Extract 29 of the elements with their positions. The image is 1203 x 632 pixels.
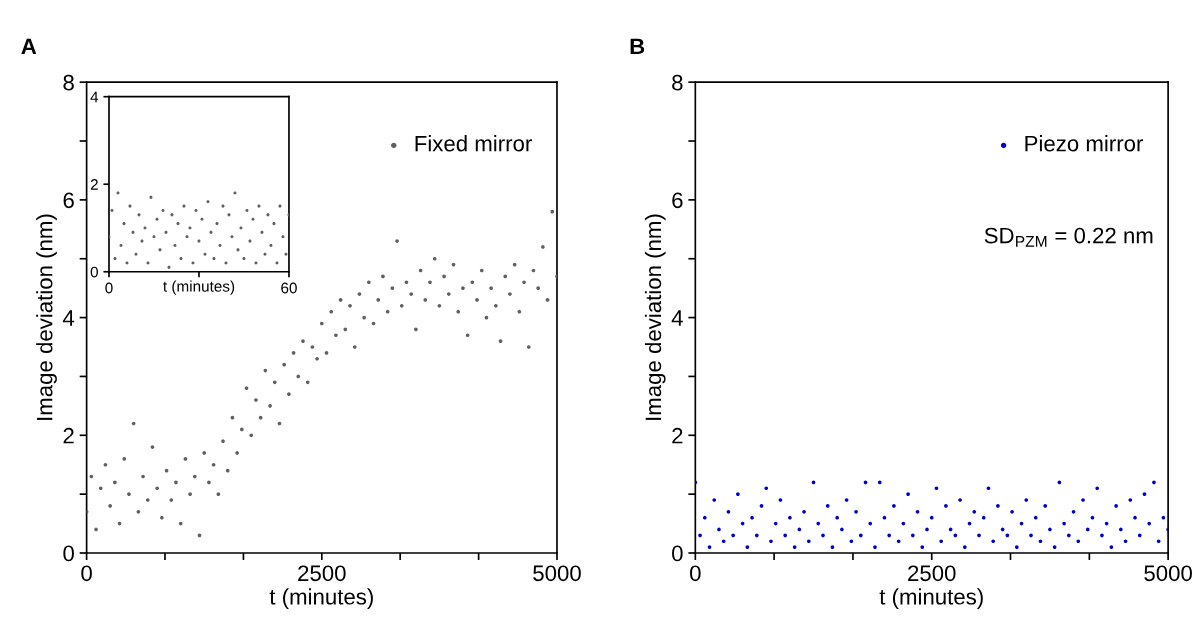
- y-tick-label: 8: [672, 74, 683, 91]
- x-tick-label: 2500: [298, 565, 346, 582]
- x-tick-label: 5000: [1144, 565, 1192, 582]
- legend-label: Piezo mirror: [1025, 135, 1144, 152]
- annotation: SD$_{PZM}$ = 0.22 nm: [984, 227, 1153, 247]
- x-axis-title: t (minutes): [269, 588, 373, 609]
- x-axis-title: t (minutes): [163, 280, 235, 295]
- x-tick-label: 0: [690, 565, 701, 582]
- y-tick-label: 6: [672, 192, 683, 209]
- x-tick-label: 5000: [533, 565, 581, 582]
- y-tick-label: 2: [63, 427, 74, 444]
- x-tick-label: 60: [281, 282, 297, 294]
- y-axis-title: Image deviation (nm): [36, 214, 57, 420]
- chart-title: B: [630, 38, 645, 55]
- y-tick-label: 2: [672, 427, 683, 444]
- y-tick-label: 4: [90, 91, 99, 103]
- y-tick-label: 0: [90, 266, 98, 278]
- y-tick-label: 2: [90, 179, 98, 190]
- y-tick-label: 0: [672, 545, 683, 562]
- y-tick-label: 4: [671, 310, 683, 326]
- x-axis-title: t (minutes): [879, 588, 983, 609]
- y-tick-label: 0: [63, 545, 74, 562]
- y-tick-label: 8: [63, 74, 74, 91]
- chart-title: A: [21, 38, 37, 55]
- y-tick-label: 4: [62, 310, 75, 326]
- y-axis-title: Image deviation (nm): [644, 214, 666, 420]
- x-tick-label: 2500: [908, 565, 956, 582]
- legend-label: Fixed mirror: [415, 135, 532, 152]
- y-tick-label: 6: [63, 192, 74, 209]
